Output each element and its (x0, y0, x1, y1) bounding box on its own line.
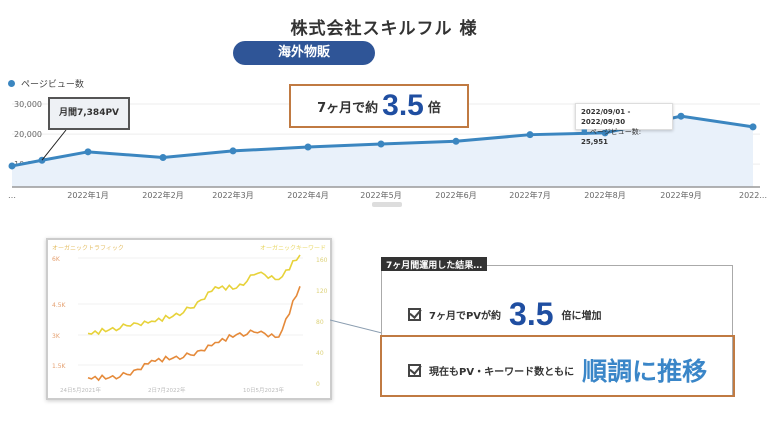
row2-emphasis: 順調に推移 (582, 357, 708, 386)
data-point (452, 137, 460, 145)
row1-suffix: 倍に増加 (561, 311, 602, 322)
x-tick-label: 2022年6月 (435, 190, 476, 200)
left-tick-label: 1.5K (52, 363, 67, 370)
client-title: 株式会社スキルフル 様 (290, 19, 478, 39)
data-point (84, 148, 92, 156)
results-tag: 7ヶ月間運用した結果… (381, 257, 488, 271)
callout-pointer (41, 129, 67, 161)
x-tick-label: 2022年8月 (584, 190, 625, 200)
checkbox-checked-icon (408, 308, 421, 321)
left-tick-label: 6K (52, 256, 61, 263)
data-point (749, 123, 757, 131)
highlight-suffix: 倍 (427, 100, 441, 116)
left-tick-label: 4.5K (52, 302, 67, 309)
data-point (677, 112, 685, 120)
x-tick-label: 2日7月2022年 (148, 386, 186, 394)
highlight-prefix: 7ヶ月で約 (317, 100, 379, 116)
traffic-line (87, 254, 301, 336)
right-tick-label: 120 (316, 288, 328, 295)
data-point (229, 147, 237, 155)
data-point (601, 129, 609, 137)
data-point (304, 143, 312, 151)
monthly-pv-callout: 月間7,384PV (48, 97, 130, 130)
x-tick-label: 10日5月2023年 (243, 386, 284, 394)
keywords-line (87, 286, 301, 382)
chart-ellipsis: … (8, 191, 16, 200)
category-badge: 海外物販 (233, 41, 375, 65)
tooltip-label: ページビュー数: (589, 128, 642, 136)
tooltip-value: 25,951 (581, 138, 609, 146)
connector-line (330, 319, 383, 334)
tooltip-range: 2022/09/01 - 2022/09/30 (581, 108, 631, 126)
x-tick-label: 2022年2月 (142, 190, 183, 200)
y-tick-label: 30,000 (14, 100, 42, 109)
x-tick-label: 2022年9月 (660, 190, 701, 200)
data-point (8, 162, 16, 170)
right-tick-label: 40 (316, 350, 324, 357)
result-row-pv: 7ヶ月でPVが約 3.5 倍に増加 (408, 296, 602, 333)
x-tick-label: 2022年7月 (509, 190, 550, 200)
right-tick-label: 80 (316, 319, 324, 326)
x-tick-label: 2022... (739, 191, 767, 200)
growth-highlight-box: 7ヶ月で約 3.5 倍 (289, 84, 469, 128)
organic-traffic-chart: オーガニックトラフィック オーガニックキーワード 6K 4.5K 3K 1.5K 160… (46, 238, 332, 400)
x-tick-label: 2022年1月 (67, 190, 108, 200)
highlight-value: 3.5 (382, 89, 424, 122)
pageview-chart: 30,00020,00010,0002022年1月2022年2月2022年3月2… (8, 100, 767, 200)
chart-scroll-handle[interactable] (372, 202, 402, 207)
x-tick-label: 2022年5月 (360, 190, 401, 200)
result-row-trend: 現在もPV・キーワード数ともに 順調に推移 (408, 352, 707, 388)
row1-value: 3.5 (509, 296, 554, 332)
data-point (377, 140, 385, 148)
x-tick-label: 2022年4月 (287, 190, 328, 200)
chart-legend[interactable]: ページビュー数 (8, 77, 84, 90)
row2-prefix: 現在もPV・キーワード数ともに (429, 366, 575, 378)
x-tick-label: 24日5月2021年 (60, 386, 101, 394)
checkbox-checked-icon (408, 363, 421, 377)
right-tick-label: 160 (316, 257, 328, 264)
chart-tooltip: 2022/09/01 - 2022/09/30 ■ ページビュー数: 25,95… (575, 103, 673, 146)
data-point (526, 131, 534, 139)
x-tick-label: 2022年3月 (212, 190, 253, 200)
mini-title-left: オーガニックトラフィック (52, 245, 124, 252)
mini-title-right: オーガニックキーワード (259, 245, 326, 252)
series-line (11, 114, 754, 168)
left-tick-label: 3K (52, 333, 61, 340)
legend-label: ページビュー数 (21, 80, 84, 90)
data-point (159, 154, 167, 162)
right-tick-label: 0 (316, 381, 320, 388)
y-tick-label: 20,000 (14, 130, 42, 139)
legend-dot-icon (8, 80, 15, 87)
row1-prefix: 7ヶ月でPVが約 (429, 311, 502, 322)
result-row-highlight-box (380, 335, 735, 397)
